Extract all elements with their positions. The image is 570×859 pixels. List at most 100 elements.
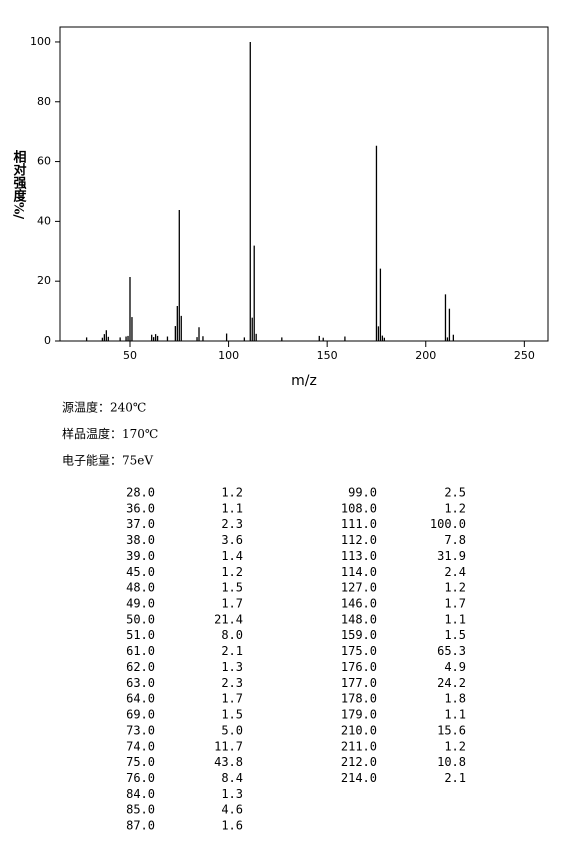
y-tick-label: 80 [37, 95, 51, 108]
table-mz: 37.0 [126, 517, 155, 531]
table-intensity: 1.7 [444, 597, 466, 611]
table-intensity: 4.6 [221, 803, 243, 817]
table-mz: 49.0 [126, 597, 155, 611]
table-intensity: 1.3 [221, 787, 243, 801]
table-intensity: 1.2 [221, 565, 243, 579]
table-intensity: 1.5 [221, 581, 243, 595]
table-intensity: 3.6 [221, 533, 243, 547]
table-mz: 62.0 [126, 660, 155, 674]
table-mz: 175.0 [341, 644, 377, 658]
y-axis-label: 相对强度%/ [11, 149, 27, 219]
x-tick-label: 100 [218, 349, 239, 362]
x-tick-label: 150 [317, 349, 338, 362]
x-tick-label: 200 [415, 349, 436, 362]
table-mz: 63.0 [126, 676, 155, 690]
info-line: 样品温度：170℃ [62, 426, 158, 441]
info-line: 电子能量：75eV [62, 454, 153, 468]
table-mz: 45.0 [126, 565, 155, 579]
table-mz: 75.0 [126, 755, 155, 769]
table-intensity: 2.3 [221, 517, 243, 531]
table-mz: 146.0 [341, 597, 377, 611]
table-mz: 148.0 [341, 612, 377, 626]
table-mz: 112.0 [341, 533, 377, 547]
x-axis-label: m/z [291, 373, 317, 389]
table-intensity: 1.2 [221, 486, 243, 500]
table-mz: 84.0 [126, 787, 155, 801]
table-mz: 69.0 [126, 708, 155, 722]
table-mz: 178.0 [341, 692, 377, 706]
table-mz: 87.0 [126, 819, 155, 833]
table-mz: 176.0 [341, 660, 377, 674]
table-mz: 111.0 [341, 517, 377, 531]
table-intensity: 2.5 [444, 486, 466, 500]
table-intensity: 10.8 [437, 755, 466, 769]
table-mz: 177.0 [341, 676, 377, 690]
table-mz: 36.0 [126, 501, 155, 515]
table-intensity: 43.8 [214, 755, 243, 769]
x-tick-label: 250 [514, 349, 535, 362]
table-mz: 113.0 [341, 549, 377, 563]
table-mz: 212.0 [341, 755, 377, 769]
table-mz: 179.0 [341, 708, 377, 722]
table-intensity: 1.1 [444, 708, 466, 722]
table-intensity: 1.7 [221, 692, 243, 706]
y-tick-label: 40 [37, 214, 51, 227]
table-mz: 214.0 [341, 771, 377, 785]
table-intensity: 24.2 [437, 676, 466, 690]
table-mz: 76.0 [126, 771, 155, 785]
table-mz: 28.0 [126, 486, 155, 500]
y-tick-label: 0 [44, 334, 51, 347]
table-intensity: 2.1 [221, 644, 243, 658]
table-mz: 73.0 [126, 723, 155, 737]
table-mz: 38.0 [126, 533, 155, 547]
table-mz: 211.0 [341, 739, 377, 753]
table-mz: 61.0 [126, 644, 155, 658]
table-intensity: 1.1 [221, 501, 243, 515]
table-intensity: 4.9 [444, 660, 466, 674]
table-intensity: 11.7 [214, 739, 243, 753]
table-mz: 39.0 [126, 549, 155, 563]
table-intensity: 8.4 [221, 771, 243, 785]
table-mz: 159.0 [341, 628, 377, 642]
table-mz: 51.0 [126, 628, 155, 642]
table-intensity: 1.2 [444, 501, 466, 515]
table-intensity: 1.5 [221, 708, 243, 722]
table-intensity: 1.1 [444, 612, 466, 626]
table-mz: 127.0 [341, 581, 377, 595]
table-intensity: 5.0 [221, 723, 243, 737]
table-intensity: 7.8 [444, 533, 466, 547]
table-mz: 99.0 [348, 486, 377, 500]
table-mz: 50.0 [126, 612, 155, 626]
table-intensity: 8.0 [221, 628, 243, 642]
y-tick-label: 100 [30, 35, 51, 48]
table-intensity: 1.8 [444, 692, 466, 706]
table-intensity: 1.4 [221, 549, 243, 563]
table-intensity: 15.6 [437, 723, 466, 737]
table-intensity: 1.5 [444, 628, 466, 642]
table-intensity: 2.4 [444, 565, 466, 579]
table-intensity: 1.2 [444, 581, 466, 595]
y-tick-label: 60 [37, 155, 51, 168]
x-tick-label: 50 [123, 349, 137, 362]
plot-frame [59, 26, 549, 342]
table-intensity: 2.3 [221, 676, 243, 690]
table-intensity: 1.3 [221, 660, 243, 674]
table-intensity: 65.3 [437, 644, 466, 658]
table-mz: 64.0 [126, 692, 155, 706]
table-intensity: 1.6 [221, 819, 243, 833]
table-mz: 210.0 [341, 723, 377, 737]
table-mz: 108.0 [341, 501, 377, 515]
table-intensity: 1.7 [221, 597, 243, 611]
table-intensity: 31.9 [437, 549, 466, 563]
table-intensity: 100.0 [430, 517, 466, 531]
table-intensity: 2.1 [444, 771, 466, 785]
table-intensity: 1.2 [444, 739, 466, 753]
table-mz: 48.0 [126, 581, 155, 595]
table-mz: 85.0 [126, 803, 155, 817]
table-mz: 74.0 [126, 739, 155, 753]
y-tick-label: 20 [37, 274, 51, 287]
info-line: 源温度：240℃ [62, 400, 146, 415]
table-intensity: 21.4 [214, 612, 243, 626]
